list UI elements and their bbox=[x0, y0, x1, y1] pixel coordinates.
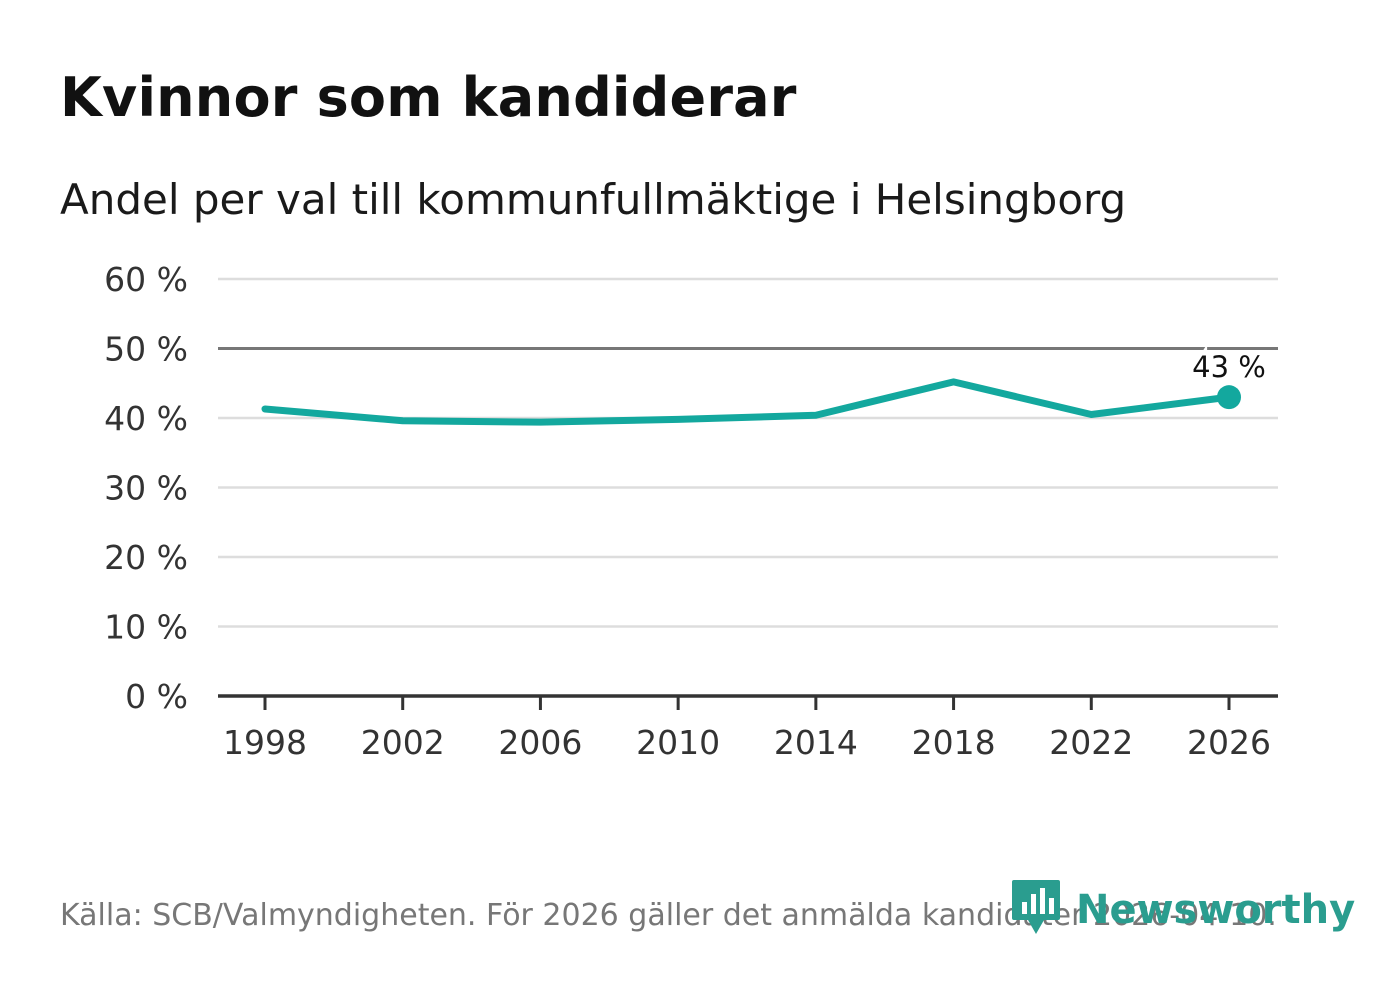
series: 43 % bbox=[261, 346, 1270, 426]
y-tick-label-10: 10 % bbox=[104, 608, 188, 647]
y-tick-label-40: 40 % bbox=[104, 399, 188, 438]
x-tick-label-2010: 2010 bbox=[636, 723, 720, 762]
bar-chart-pin-icon bbox=[1010, 878, 1062, 942]
x-tick-label-1998: 1998 bbox=[223, 723, 307, 762]
x-tick-label-2018: 2018 bbox=[912, 723, 996, 762]
y-tick-label-60: 60 % bbox=[104, 260, 188, 299]
last-value-label: 43 % bbox=[1192, 350, 1266, 384]
x-tick-label-2002: 2002 bbox=[361, 723, 445, 762]
chart-subtitle: Andel per val till kommunfullmäktige i H… bbox=[60, 175, 1127, 224]
source-note: Källa: SCB/Valmyndigheten. För 2026 gäll… bbox=[60, 898, 1277, 933]
gridlines bbox=[218, 277, 1278, 628]
y-tick-label-20: 20 % bbox=[104, 538, 188, 577]
x-axis: 1998 2002 2006 2010 2014 2018 2022 2026 bbox=[218, 694, 1278, 762]
x-tick-label-2022: 2022 bbox=[1049, 723, 1133, 762]
brand: Newsworthy bbox=[1010, 878, 1355, 942]
series-line-0 bbox=[261, 378, 1233, 426]
x-tick-label-2014: 2014 bbox=[774, 723, 858, 762]
chart-title: Kvinnor som kandiderar bbox=[60, 66, 797, 129]
y-tick-label-0: 0 % bbox=[125, 677, 188, 716]
y-tick-label-50: 50 % bbox=[104, 330, 188, 369]
y-tick-label-30: 30 % bbox=[104, 469, 188, 508]
line-chart: 0 % 10 % 20 % 30 % 40 % 50 % 60 % 1998 2002 2006… bbox=[104, 260, 1278, 762]
x-tick-label-2026: 2026 bbox=[1187, 723, 1271, 762]
x-tick-label-2006: 2006 bbox=[498, 723, 582, 762]
last-point-marker bbox=[1217, 385, 1241, 410]
brand-name: Newsworthy bbox=[1076, 887, 1356, 933]
y-axis-tick-labels: 0 % 10 % 20 % 30 % 40 % 50 % 60 % bbox=[104, 260, 188, 716]
